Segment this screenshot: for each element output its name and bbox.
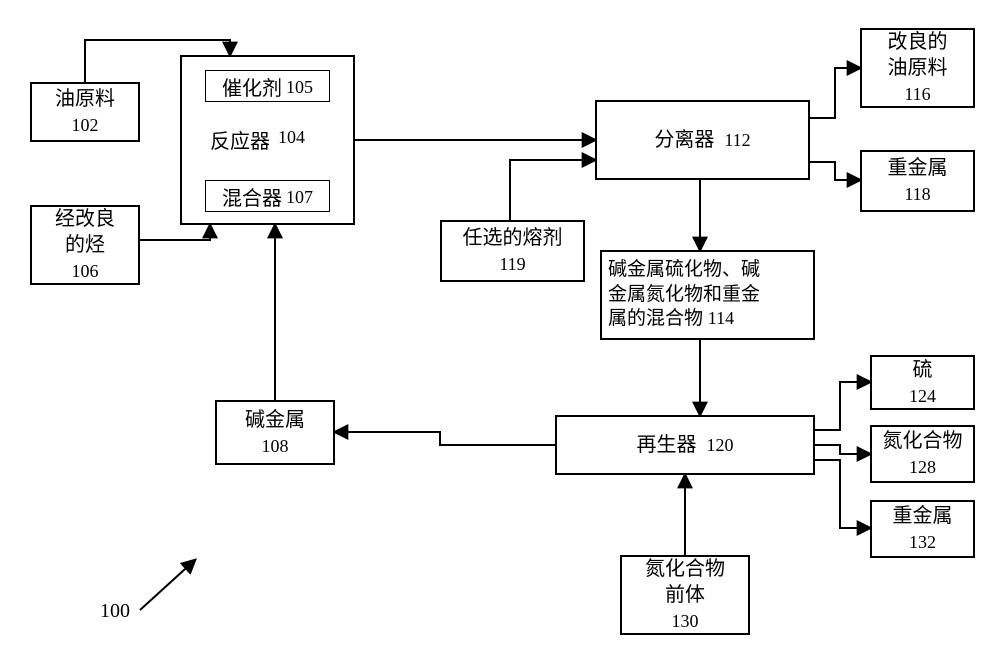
node-ref: 120 bbox=[707, 434, 734, 457]
node-oil-feedstock: 油原料 102 bbox=[30, 82, 140, 142]
node-ref: 119 bbox=[499, 253, 525, 276]
node-sulfur: 硫 124 bbox=[870, 355, 975, 410]
node-ref: 124 bbox=[909, 385, 936, 408]
node-label: 再生器 bbox=[637, 432, 697, 458]
node-modified-hydrocarbon: 经改良的烃 106 bbox=[30, 205, 140, 285]
node-heavy-metal-1: 重金属 118 bbox=[860, 150, 975, 212]
node-label: 混合器 bbox=[222, 182, 282, 211]
node-ref: 105 bbox=[286, 77, 313, 98]
node-ref: 132 bbox=[909, 531, 936, 554]
node-ref: 106 bbox=[72, 260, 99, 283]
node-label: 反应器 bbox=[210, 125, 270, 154]
node-ref: 118 bbox=[904, 183, 930, 206]
node-ref: 128 bbox=[909, 456, 936, 479]
node-separator: 分离器 112 bbox=[595, 100, 810, 180]
node-nitrogen-compound: 氮化合物 128 bbox=[870, 425, 975, 483]
node-label: 重金属 bbox=[893, 503, 953, 529]
node-label: 经改良的烃 bbox=[55, 206, 115, 258]
figure-ref-label: 100 bbox=[100, 600, 130, 623]
subnode-mixer: 混合器 107 bbox=[205, 180, 330, 212]
diagram-canvas: 油原料 102 经改良的烃 106 反应器 104 催化剂 105 混合器 10… bbox=[0, 0, 1000, 662]
node-optional-solvent: 任选的熔剂 119 bbox=[440, 220, 585, 282]
node-regenerator: 再生器 120 bbox=[555, 415, 815, 475]
node-ref: 130 bbox=[672, 610, 699, 633]
node-label: 催化剂 bbox=[222, 72, 282, 101]
node-label: 任选的熔剂 bbox=[463, 225, 563, 251]
subnode-catalyst: 催化剂 105 bbox=[205, 70, 330, 102]
node-nitrogen-precursor: 氮化合物前体 130 bbox=[620, 555, 750, 635]
node-label: 分离器 bbox=[654, 127, 714, 153]
node-ref: 102 bbox=[72, 114, 99, 137]
node-ref: 116 bbox=[904, 83, 930, 106]
node-label: 重金属 bbox=[888, 155, 948, 181]
node-label-line: 碱金属硫化物、碱 bbox=[608, 258, 760, 283]
node-label: 氮化合物前体 bbox=[645, 556, 725, 608]
node-label: 油原料 bbox=[55, 86, 115, 112]
node-label: 硫 bbox=[913, 357, 933, 383]
edges-layer bbox=[0, 0, 1000, 662]
node-label: 氮化合物 bbox=[883, 428, 963, 454]
node-label: 碱金属 bbox=[245, 407, 305, 433]
node-label: 改良的油原料 bbox=[888, 29, 948, 81]
node-ref: 112 bbox=[724, 129, 750, 152]
node-improved-oil: 改良的油原料 116 bbox=[860, 28, 975, 108]
node-mixture: 碱金属硫化物、碱金属氮化物和重金属的混合物 114 bbox=[600, 250, 815, 340]
node-label-line: 属的混合物 114 bbox=[608, 307, 734, 332]
node-heavy-metal-2: 重金属 132 bbox=[870, 500, 975, 558]
node-ref: 108 bbox=[262, 435, 289, 458]
node-ref: 107 bbox=[286, 187, 313, 208]
node-ref: 104 bbox=[278, 127, 305, 154]
node-alkali-metal: 碱金属 108 bbox=[215, 400, 335, 465]
reactor-label: 反应器 104 bbox=[210, 125, 305, 154]
node-label-line: 金属氮化物和重金 bbox=[608, 283, 760, 308]
